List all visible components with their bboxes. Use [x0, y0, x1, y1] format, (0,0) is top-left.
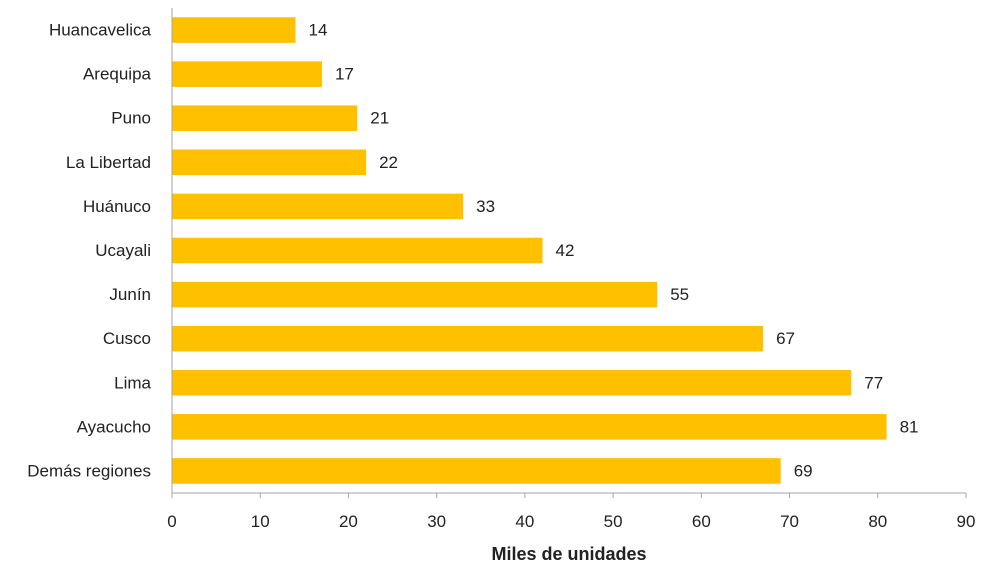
category-label: Ucayali	[95, 241, 151, 260]
category-label: Arequipa	[83, 65, 152, 84]
data-label: 42	[556, 241, 575, 260]
data-label: 33	[476, 197, 495, 216]
data-label: 67	[776, 329, 795, 348]
x-tick-label: 40	[515, 512, 534, 531]
category-label: Cusco	[103, 329, 151, 348]
bar	[172, 105, 358, 132]
category-label: Demás regiones	[27, 461, 151, 480]
bar	[172, 61, 322, 87]
bar	[172, 17, 296, 43]
bar	[172, 281, 658, 308]
category-label: Junín	[109, 285, 151, 304]
x-tick-label: 30	[427, 512, 446, 531]
data-label: 55	[670, 285, 689, 304]
bar	[172, 458, 781, 484]
category-label: Puno	[111, 109, 151, 128]
data-label: 77	[864, 373, 883, 392]
x-tick-label: 20	[339, 512, 358, 531]
category-labels: Huancavelica Arequipa Puno La Libertad Huánu…	[27, 21, 151, 481]
category-label: Huánuco	[83, 197, 151, 216]
x-axis-ticks: 0 10 20 30 40 50 60 70 80 90	[167, 493, 975, 531]
x-axis-title: Miles de unidades	[491, 544, 646, 564]
x-tick-label: 50	[604, 512, 623, 531]
category-label: Lima	[114, 373, 151, 392]
data-label: 69	[794, 461, 813, 480]
data-label: 21	[370, 109, 389, 128]
category-label: La Libertad	[66, 153, 151, 172]
bar	[172, 193, 464, 220]
bars-group	[172, 17, 887, 484]
x-tick-label: 60	[692, 512, 711, 531]
data-label: 17	[335, 65, 354, 84]
x-tick-label: 10	[251, 512, 270, 531]
data-labels: 14 17 21 22 33 42 55 67 77 81 69	[309, 21, 919, 481]
bar	[172, 149, 367, 176]
x-tick-label: 90	[957, 512, 976, 531]
x-tick-label: 0	[167, 512, 176, 531]
data-label: 81	[900, 417, 919, 436]
bar	[172, 325, 764, 352]
bar	[172, 237, 543, 264]
x-tick-label: 80	[868, 512, 887, 531]
category-label: Huancavelica	[49, 21, 152, 40]
bar	[172, 369, 852, 396]
x-tick-label: 70	[780, 512, 799, 531]
bar	[172, 414, 887, 440]
data-label: 22	[379, 153, 398, 172]
data-label: 14	[309, 21, 328, 40]
category-label: Ayacucho	[77, 417, 151, 436]
